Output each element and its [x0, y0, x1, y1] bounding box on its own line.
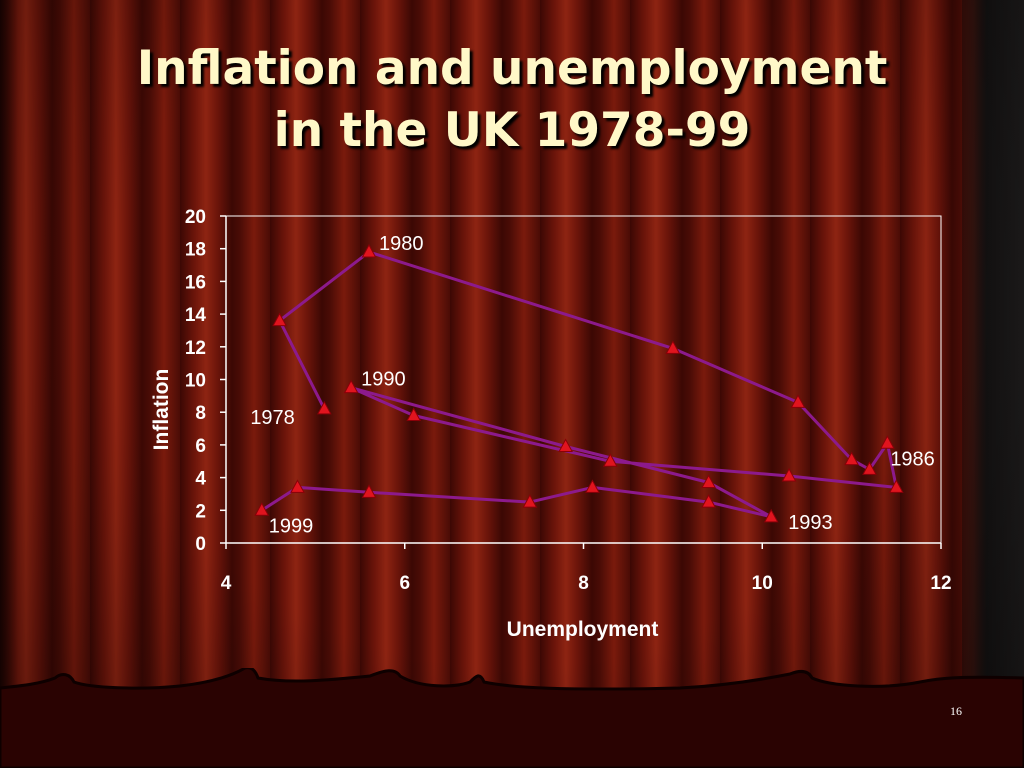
y-tick-label: 6 [195, 436, 206, 457]
y-axis-title: Inflation [150, 369, 173, 451]
y-tick-label: 10 [185, 371, 206, 392]
data-point-marker [361, 484, 377, 498]
x-tick-label: 4 [221, 573, 232, 594]
year-annotations: 1978 1980 1990 1986 1993 1999 [250, 233, 935, 537]
x-tick-label: 10 [752, 573, 773, 594]
data-point-marker [558, 438, 573, 453]
slide-title: Inflation and unemployment in the UK 197… [0, 38, 1024, 162]
data-point-marker [343, 379, 359, 394]
annotation-label: 1999 [269, 515, 314, 537]
annotation-label: 1990 [361, 369, 406, 391]
data-point-marker [844, 451, 859, 466]
x-tick-label: 6 [399, 573, 410, 594]
y-tick-label: 18 [185, 240, 206, 261]
data-point-marker [763, 508, 779, 523]
x-axis-title: Unemployment [507, 618, 659, 641]
y-tick-label: 4 [195, 469, 206, 490]
y-tick-label: 8 [195, 403, 206, 424]
data-point-marker [888, 479, 904, 493]
annotation-label: 1978 [250, 407, 295, 429]
data-point-marker [701, 494, 716, 508]
slide-number: 16 [950, 704, 962, 718]
series-path [260, 250, 898, 519]
annotation-label: 1980 [379, 233, 424, 255]
data-point-marker [862, 461, 877, 475]
data-point-marker [254, 502, 270, 516]
y-tick-label: 0 [195, 534, 206, 555]
data-point-marker [880, 435, 895, 449]
y-tick-label: 2 [195, 501, 206, 522]
data-point-marker [701, 474, 716, 489]
x-tick-label: 12 [930, 573, 951, 594]
plot-frame [225, 215, 942, 544]
y-tick-label: 12 [185, 338, 206, 359]
slide-title-line2: in the UK 1978-99 [273, 103, 751, 158]
data-point-marker [316, 400, 332, 415]
slide-title-line1: Inflation and unemployment [136, 41, 888, 96]
data-point-marker [790, 394, 806, 408]
y-tick-label: 16 [185, 272, 206, 293]
series-line [260, 250, 898, 519]
data-point-marker [290, 479, 305, 493]
y-tick-label: 14 [185, 305, 207, 326]
curtain-right-shadow [962, 0, 1024, 768]
data-point-marker [585, 479, 600, 493]
curtain-valance [0, 668, 1024, 768]
data-point-marker [272, 312, 287, 327]
axes: 0 2 4 6 8 10 12 14 16 18 20 4 6 8 10 12 Unemployment Infl… [150, 207, 952, 641]
data-point-marker [522, 494, 538, 508]
data-point-marker [406, 407, 422, 421]
data-point-marker [602, 453, 618, 467]
data-point-marker [781, 467, 797, 482]
annotation-label: 1993 [788, 512, 833, 534]
y-tick-label: 20 [185, 207, 206, 228]
series-markers [254, 243, 904, 523]
data-point-marker [361, 243, 377, 258]
data-point-marker [665, 340, 681, 354]
annotation-label: 1986 [890, 448, 935, 470]
x-tick-label: 8 [578, 573, 589, 594]
